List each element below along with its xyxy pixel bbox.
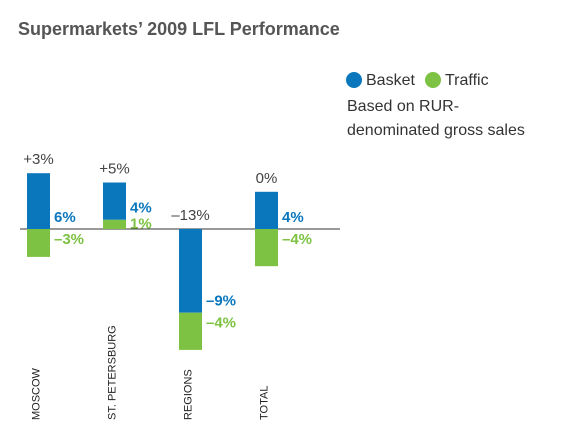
bar-segment	[255, 229, 278, 267]
bar-segment	[27, 173, 50, 229]
category-label: REGIONS	[182, 369, 194, 420]
total-label: +3%	[23, 151, 53, 168]
category-label: MOSCOW	[30, 367, 42, 420]
category-label: ST. PETERSBURG	[106, 325, 118, 420]
total-label: +5%	[99, 160, 129, 177]
legend-label: Basket	[366, 72, 415, 89]
category-label: TOTAL	[258, 386, 270, 420]
legend-label: Traffic	[445, 72, 489, 89]
value-label: –9%	[206, 293, 236, 310]
value-label: –4%	[282, 231, 312, 248]
chart-title: Supermarkets’ 2009 LFL Performance	[18, 19, 340, 39]
value-label: 4%	[282, 209, 304, 226]
bar-segment	[179, 229, 202, 313]
bar-segment	[103, 219, 126, 229]
bar-segment	[103, 182, 126, 220]
chart-note: Based on RUR-denominated gross sales	[347, 98, 525, 139]
bar-segment	[27, 229, 50, 257]
bar-segment	[255, 191, 278, 229]
value-label: 4%	[130, 200, 152, 217]
legend-swatch	[425, 72, 441, 88]
value-label: –3%	[54, 231, 84, 248]
total-label: 0%	[256, 170, 278, 187]
total-label: –13%	[171, 207, 209, 224]
legend-swatch	[346, 72, 362, 88]
value-label: –4%	[206, 315, 236, 332]
value-label: 1%	[130, 215, 152, 232]
value-label: 6%	[54, 209, 76, 226]
bar-segment	[179, 312, 202, 350]
